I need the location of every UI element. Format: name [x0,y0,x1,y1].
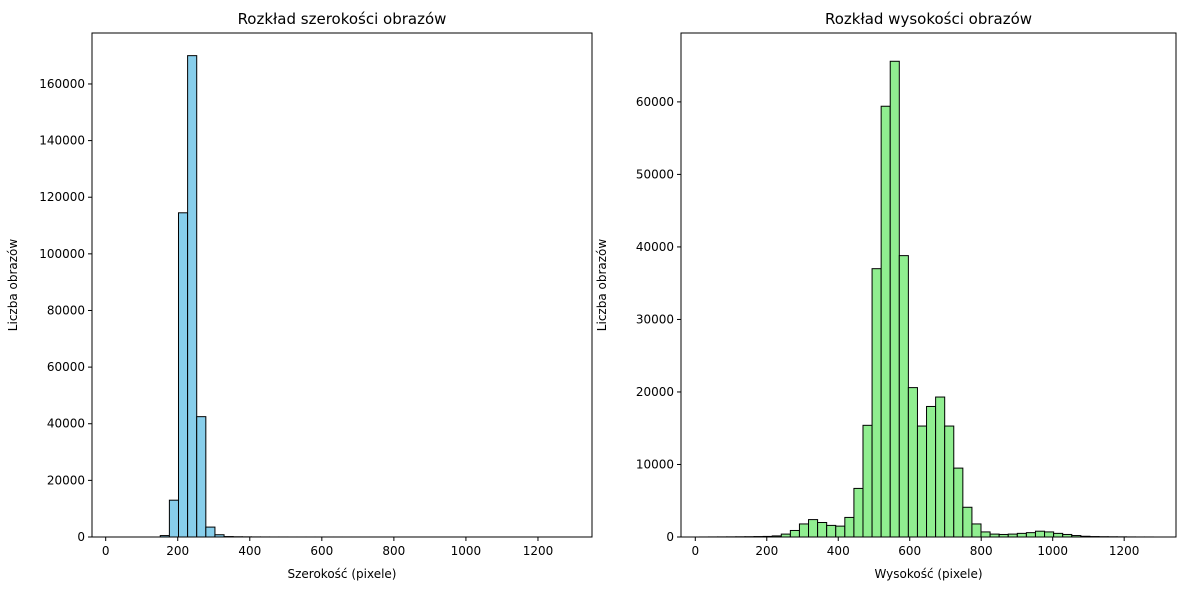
height-x-axis-label: Wysokość (pixele) [874,567,982,581]
height-bar [1053,532,1064,538]
width-x-tick-label: 0 [102,544,110,558]
width-y-tick-label: 60000 [47,360,85,374]
width-y-tick-label: 80000 [47,303,85,317]
height-y-ticks: 0 10000 20000 30000 40000 50000 60000 [636,95,681,544]
width-histogram-bars [159,55,571,538]
height-y-tick-label: 20000 [636,385,674,399]
height-histogram-bars [699,60,1154,538]
width-plot-frame [91,32,593,538]
height-y-axis-label: Liczba obrazów [595,239,609,332]
height-y-tick-label: 50000 [636,167,674,181]
width-bar [177,212,189,538]
height-y-tick-label: 60000 [636,95,674,109]
width-bar [205,526,216,538]
height-histogram-panel: 0 200 400 600 800 1000 1200 0 10000 20000 30000 40… [595,10,1177,581]
width-bar [196,416,207,538]
height-y-tick-label: 40000 [636,240,674,254]
width-histogram-panel: 0 200 400 600 800 1000 1200 0 20000 40000 60000 80… [6,10,593,581]
height-bar [916,425,928,538]
width-y-tick-label: 160000 [39,77,85,91]
height-bar [862,424,873,538]
width-y-tick-label: 20000 [47,473,85,487]
height-chart-title: Rozkład wysokości obrazów [825,10,1032,28]
width-x-tick-label: 1200 [523,544,554,558]
width-bar [168,499,179,538]
height-bar [789,529,800,538]
height-y-tick-label: 30000 [636,312,674,326]
width-x-tick-label: 1000 [451,544,482,558]
height-x-tick-label: 400 [827,544,850,558]
height-x-tick-label: 600 [898,544,921,558]
height-bar [1025,532,1036,538]
width-x-tick-label: 400 [238,544,261,558]
width-y-ticks: 0 20000 40000 60000 80000 100000 120000 140000 1… [39,77,92,544]
width-y-tick-label: 0 [77,530,85,544]
width-x-tick-label: 600 [310,544,333,558]
width-x-axis-label: Szerokość (pixele) [288,567,397,581]
width-y-axis-label: Liczba obrazów [6,239,20,332]
height-bar [898,255,909,538]
height-bar [889,60,900,538]
height-bar [980,531,991,538]
height-x-tick-label: 1200 [1109,544,1140,558]
height-bar [1016,532,1027,538]
width-y-tick-label: 120000 [39,190,85,204]
height-bar [871,268,882,538]
height-bar [844,516,855,538]
height-bar [817,521,828,538]
height-bar [971,523,982,538]
height-bar [907,387,918,538]
height-bar [826,524,837,538]
height-bar [808,519,819,538]
height-plot-frame [680,32,1177,538]
height-bar [880,105,891,538]
height-bar [926,405,937,538]
width-x-tick-label: 200 [166,544,189,558]
height-bar [944,425,955,538]
height-bar [935,396,946,538]
height-bar [953,467,964,538]
height-bar [1044,531,1055,538]
height-bar [798,523,810,538]
width-x-ticks: 0 200 400 600 800 1000 1200 [102,537,553,558]
height-x-tick-label: 200 [755,544,778,558]
height-bar [853,487,864,538]
height-x-tick-label: 0 [691,544,699,558]
width-bar [187,55,198,538]
height-y-tick-label: 10000 [636,457,674,471]
height-bar [1034,530,1046,538]
height-bar [962,506,973,538]
height-x-tick-label: 800 [970,544,993,558]
height-bar [835,525,846,538]
height-y-tick-label: 0 [666,530,674,544]
width-y-tick-label: 140000 [39,134,85,148]
height-x-ticks: 0 200 400 600 800 1000 1200 [691,537,1139,558]
height-x-tick-label: 1000 [1037,544,1068,558]
width-chart-title: Rozkład szerokości obrazów [238,10,447,28]
width-x-tick-label: 800 [382,544,405,558]
width-y-tick-label: 40000 [47,417,85,431]
width-y-tick-label: 100000 [39,247,85,261]
